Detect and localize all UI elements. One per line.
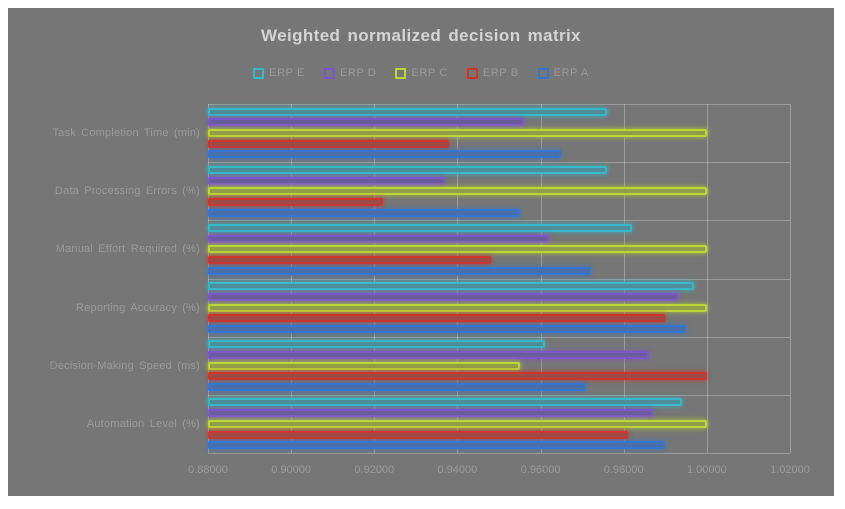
- bar: [208, 383, 587, 392]
- gridline: [291, 104, 293, 453]
- bar: [208, 324, 687, 333]
- gridline: [208, 104, 209, 453]
- x-tick-label: 1.02000: [770, 464, 810, 476]
- bar: [208, 139, 450, 148]
- bar: [208, 292, 678, 301]
- bar: [208, 282, 695, 291]
- x-tick-label: 0.98000: [603, 464, 644, 476]
- plot-area: [208, 104, 791, 454]
- bar: [208, 208, 520, 217]
- category-label: Decision-Making Speed (ms): [49, 359, 200, 372]
- bar: [208, 256, 491, 264]
- gridline: [208, 453, 790, 454]
- legend-label: ERP E: [269, 67, 305, 79]
- category-label: Task Completion Time (min): [52, 127, 200, 140]
- bar: [208, 245, 707, 254]
- x-tick-label: 1.00000: [687, 464, 727, 476]
- bar: [208, 398, 682, 407]
- bar: [208, 234, 549, 243]
- legend-marker-icon: [395, 67, 407, 79]
- legend-label: ERP D: [339, 67, 377, 79]
- bar: [208, 223, 632, 232]
- bar: [208, 361, 520, 370]
- bar: [208, 176, 445, 185]
- bar: [208, 187, 707, 196]
- bar: [208, 107, 608, 116]
- x-tick-label: 0.96000: [520, 464, 561, 476]
- bar: [208, 118, 524, 127]
- legend-item: ERP B: [466, 67, 519, 79]
- bar: [208, 303, 707, 312]
- x-tick-label: 0.92000: [354, 464, 395, 476]
- bar: [208, 165, 608, 174]
- category-label: Automation Level (%): [86, 417, 200, 430]
- bar: [208, 340, 545, 349]
- gridline: [208, 336, 790, 338]
- legend-item: ERP D: [323, 67, 377, 79]
- gridline: [540, 104, 542, 453]
- bar: [208, 351, 649, 359]
- gridline: [706, 104, 708, 453]
- bar: [208, 372, 707, 381]
- bar: [208, 430, 628, 439]
- bar: [208, 129, 707, 137]
- legend-label: ERP C: [411, 67, 448, 79]
- gridline: [623, 104, 625, 453]
- gridline: [208, 278, 790, 280]
- gridline: [208, 220, 790, 222]
- chart-title: Weighted normalized decision matrix: [260, 26, 582, 45]
- bar: [208, 441, 666, 450]
- legend-label: ERP A: [553, 67, 589, 79]
- bar: [208, 314, 666, 323]
- x-tick-label: 0.90000: [271, 464, 311, 476]
- gridline: [457, 104, 459, 453]
- legend-marker-icon: [253, 67, 265, 79]
- legend-item: ERP A: [537, 67, 589, 79]
- legend: ERP E ERP D ERP C ERP B ERP A: [8, 67, 834, 79]
- legend-label: ERP B: [482, 67, 519, 79]
- bar: [208, 197, 383, 206]
- gridline: [374, 104, 376, 453]
- bar: [208, 266, 591, 275]
- chart-area: Weighted normalized decision matrix ERP …: [8, 8, 834, 496]
- legend-marker-icon: [537, 67, 549, 79]
- legend-item: ERP E: [253, 67, 305, 79]
- gridline: [208, 104, 790, 105]
- bar: [208, 409, 653, 418]
- x-tick-label: 0.88000: [188, 464, 228, 476]
- legend-marker-icon: [323, 67, 335, 79]
- category-label: Reporting Accuracy (%): [76, 301, 200, 314]
- legend-marker-icon: [466, 67, 478, 79]
- bar: [208, 150, 562, 159]
- legend-item: ERP C: [395, 67, 447, 79]
- category-label: Data Processing Errors (%): [54, 185, 200, 198]
- gridline: [208, 162, 790, 164]
- category-label: Manual Effort Required (%): [55, 243, 200, 256]
- x-tick-label: 0.94000: [437, 464, 478, 476]
- gridline: [790, 104, 791, 453]
- bar: [208, 419, 707, 428]
- gridline: [208, 394, 790, 396]
